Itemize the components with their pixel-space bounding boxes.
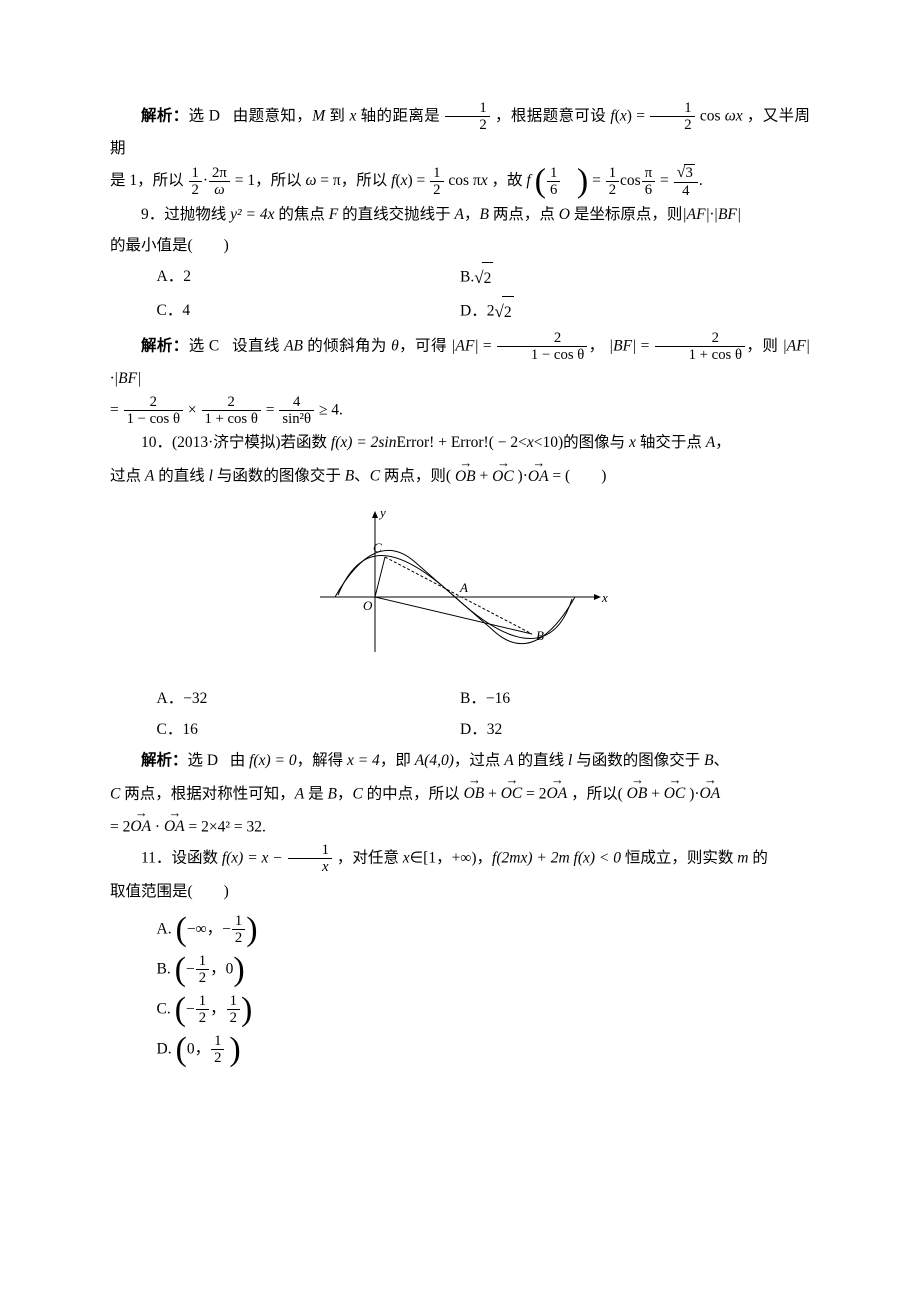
question-11-line2: 取值范围是( ) xyxy=(110,876,810,907)
q9-option-b: B.√2 xyxy=(460,261,810,295)
q9-option-a: A．2 xyxy=(110,261,460,295)
question-9-tail: 的最小值是( ) xyxy=(110,230,810,261)
fig-B: B xyxy=(536,628,544,643)
q11-options: A. (−∞，−12) B. (−12，0) C. (−12，12) D. (0… xyxy=(110,913,810,1067)
fig-A: A xyxy=(459,580,468,595)
q11-option-a: A. (−∞，−12) xyxy=(157,913,811,947)
solution-10-line2: C 两点，根据对称性可知，A 是 B，C 的中点，所以 OB + OC = 2O… xyxy=(110,776,810,809)
solution-9-line1: 解析：选 C 设直线 AB 的倾斜角为 θ，可得 |AF| = 21 − cos… xyxy=(110,330,810,394)
q9-options-row2: C．4 D．2√2 xyxy=(110,295,810,329)
q9-options-row1: A．2 B.√2 xyxy=(110,261,810,295)
question-11-line1: 11．设函数 f(x) = x − 1x ，对任意 x∈[1，+∞)，f(2mx… xyxy=(110,842,810,875)
q10-option-a: A．−32 xyxy=(110,683,460,714)
fig-y: y xyxy=(378,505,386,520)
q9-option-d: D．2√2 xyxy=(460,295,810,329)
q11-option-b: B. (−12，0) xyxy=(157,953,811,987)
solution-10-line3: = 2OA · OA = 2×4² = 32. xyxy=(110,809,810,842)
q11-option-c: C. (−12，12) xyxy=(157,993,811,1027)
question-10-line2: 过点 A 的直线 l 与函数的图像交于 B、C 两点，则( OB + OC )·… xyxy=(110,458,810,491)
q10-option-c: C．16 xyxy=(110,714,460,745)
q9-option-c: C．4 xyxy=(110,295,460,329)
fig-O: O xyxy=(363,598,373,613)
q10-options-row2: C．16 D．32 xyxy=(110,714,810,745)
question-9: 9．过抛物线 y² = 4x 的焦点 F 的直线交抛线于 A，B 两点，点 O … xyxy=(110,199,810,230)
q10-option-d: D．32 xyxy=(460,714,810,745)
solution-8-line1: 解析：选 D 由题意知，M 到 x 轴的距离是 12 ，根据题意可设 f(x) … xyxy=(110,100,810,164)
fig-C: C xyxy=(373,540,382,555)
fig-x: x xyxy=(601,590,608,605)
solution-9-line2: = 21 − cos θ × 21 + cos θ = 4sin²θ ≥ 4. xyxy=(110,394,810,427)
q10-option-b: B．−16 xyxy=(460,683,810,714)
q10-options-row1: A．−32 B．−16 xyxy=(110,683,810,714)
q10-figure: O A B C y x xyxy=(110,502,810,673)
solution-8-line2: 是 1，所以 12·2πω = 1，所以 ω = π，所以 f(x) = 12 … xyxy=(110,164,810,199)
q11-option-d: D. (0，12 ) xyxy=(157,1033,811,1067)
label: 解析： xyxy=(141,107,189,124)
